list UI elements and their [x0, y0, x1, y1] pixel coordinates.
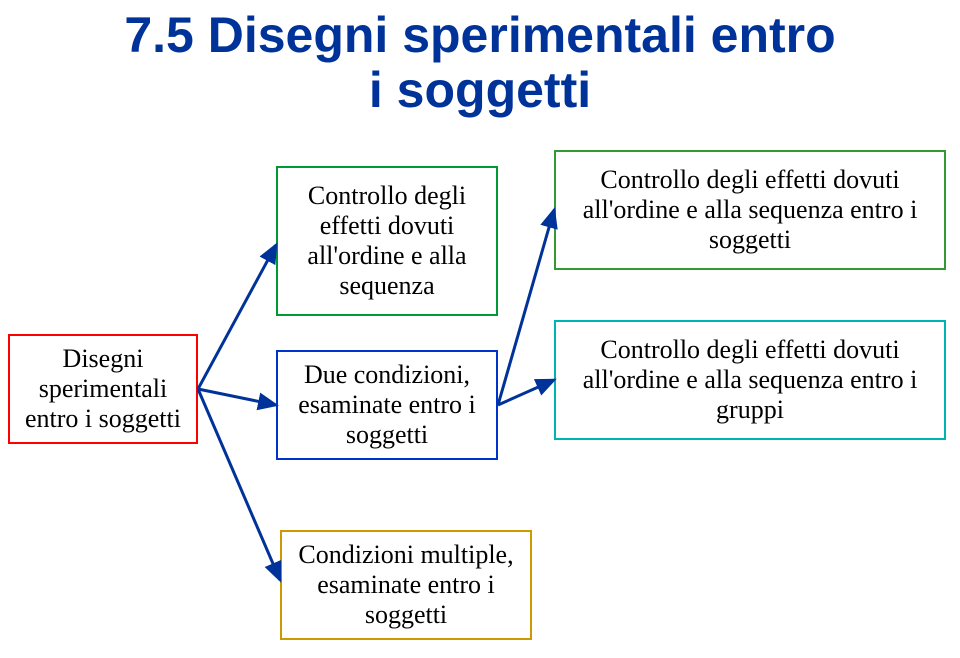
edge-arrow [498, 380, 554, 405]
edge-arrow [498, 210, 554, 405]
node-root-text: Disegni sperimentali entro i soggetti [20, 344, 186, 434]
edge-arrow [198, 389, 280, 580]
title-line-2: i soggetti [369, 62, 591, 118]
edge-arrow [198, 389, 276, 405]
node-mid-b-text: Due condizioni, esaminate entro i sogget… [288, 360, 486, 450]
node-leaf-b-text: Controllo degli effetti dovuti all'ordin… [566, 335, 934, 425]
node-root: Disegni sperimentali entro i soggetti [8, 334, 198, 444]
page-title: 7.5 Disegni sperimentali entro i soggett… [0, 8, 960, 118]
node-leaf-a-text: Controllo degli effetti dovuti all'ordin… [566, 165, 934, 255]
node-mid-c-text: Condizioni multiple, esaminate entro i s… [292, 540, 520, 630]
node-mid-a: Controllo degli effetti dovuti all'ordin… [276, 166, 498, 316]
node-leaf-b: Controllo degli effetti dovuti all'ordin… [554, 320, 946, 440]
title-line-1: 7.5 Disegni sperimentali entro [124, 7, 835, 63]
node-mid-c: Condizioni multiple, esaminate entro i s… [280, 530, 532, 640]
node-mid-b: Due condizioni, esaminate entro i sogget… [276, 350, 498, 460]
node-leaf-a: Controllo degli effetti dovuti all'ordin… [554, 150, 946, 270]
node-mid-a-text: Controllo degli effetti dovuti all'ordin… [288, 181, 486, 301]
edge-arrow [198, 245, 276, 389]
